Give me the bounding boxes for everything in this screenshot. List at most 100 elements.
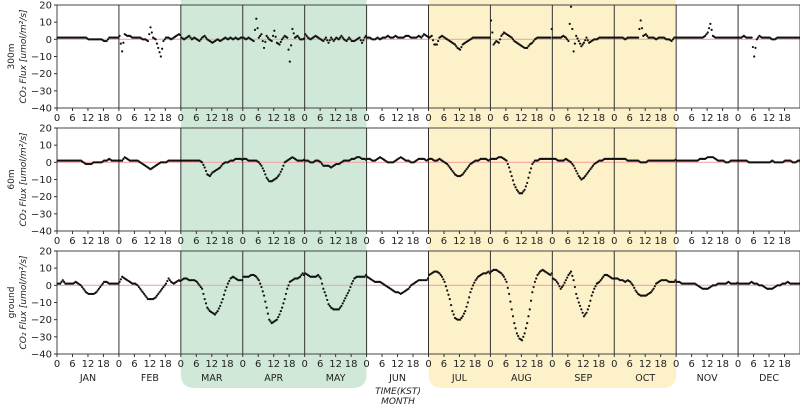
data-point bbox=[305, 34, 308, 38]
data-point bbox=[222, 293, 226, 296]
data-point bbox=[437, 39, 440, 43]
data-point bbox=[571, 162, 574, 166]
x-tick-label: 6 bbox=[750, 113, 756, 124]
data-point bbox=[466, 166, 469, 169]
data-point bbox=[96, 289, 99, 292]
data-point bbox=[167, 277, 170, 280]
x-tick-label: 12 bbox=[391, 236, 404, 247]
data-point bbox=[349, 285, 352, 289]
data-point bbox=[593, 287, 596, 290]
data-point bbox=[328, 304, 331, 308]
data-point bbox=[287, 48, 290, 51]
x-tick-label: 12 bbox=[205, 236, 218, 247]
data-point bbox=[163, 38, 166, 41]
data-point bbox=[141, 291, 144, 294]
data-point bbox=[582, 315, 586, 318]
data-point bbox=[220, 164, 223, 167]
x-tick-label: 0 bbox=[116, 236, 122, 247]
data-point bbox=[265, 34, 268, 38]
data-point bbox=[122, 41, 125, 44]
data-point bbox=[531, 41, 534, 44]
data-point bbox=[571, 27, 574, 31]
x-tick-label: 6 bbox=[193, 359, 199, 370]
x-tick-label: 0 bbox=[240, 359, 246, 370]
x-tick-label: 12 bbox=[267, 113, 280, 124]
data-point bbox=[630, 282, 633, 285]
x-tick-label: 12 bbox=[701, 113, 714, 124]
data-point bbox=[221, 297, 224, 301]
data-point bbox=[346, 291, 349, 295]
data-point bbox=[60, 280, 63, 283]
data-point bbox=[323, 291, 326, 294]
data-point bbox=[282, 36, 285, 39]
data-point bbox=[326, 298, 329, 302]
data-point bbox=[590, 294, 593, 297]
data-point bbox=[462, 312, 466, 315]
x-tick-label: 12 bbox=[453, 236, 466, 247]
data-point bbox=[438, 272, 441, 275]
data-point bbox=[575, 292, 578, 296]
x-tick-label: 18 bbox=[716, 113, 729, 124]
data-point bbox=[97, 287, 101, 290]
x-tick-label: 6 bbox=[131, 113, 137, 124]
data-point bbox=[144, 294, 147, 297]
data-point bbox=[709, 22, 712, 25]
x-tick-label: 18 bbox=[159, 236, 172, 247]
data-point bbox=[452, 171, 455, 174]
data-point bbox=[446, 289, 449, 292]
data-point bbox=[265, 176, 268, 179]
data-point bbox=[447, 164, 450, 167]
data-point bbox=[121, 159, 124, 162]
data-point bbox=[217, 307, 220, 310]
data-point bbox=[256, 277, 259, 280]
x-tick-label: 12 bbox=[144, 113, 157, 124]
data-point bbox=[569, 5, 573, 8]
data-point bbox=[633, 286, 636, 290]
data-point bbox=[264, 173, 267, 176]
x-tick-label: 12 bbox=[267, 359, 280, 370]
x-tick-label: 12 bbox=[577, 359, 590, 370]
data-point bbox=[154, 38, 157, 41]
x-tick-label: 6 bbox=[688, 113, 694, 124]
x-tick-label: 18 bbox=[530, 359, 543, 370]
data-point bbox=[359, 39, 362, 42]
data-point bbox=[304, 33, 307, 36]
data-point bbox=[333, 38, 337, 41]
data-point bbox=[262, 294, 266, 297]
data-point bbox=[584, 174, 587, 178]
x-tick-label: 6 bbox=[193, 236, 199, 247]
data-point bbox=[340, 34, 343, 38]
data-point bbox=[514, 327, 517, 330]
data-point bbox=[566, 276, 569, 279]
month-label: APR bbox=[264, 373, 283, 384]
data-point bbox=[83, 289, 86, 292]
y-axis-label: CO₂ Flux [umol/m²/s] bbox=[19, 255, 29, 350]
data-point bbox=[268, 318, 271, 321]
y-tick-label: 0 bbox=[46, 281, 52, 292]
data-point bbox=[224, 289, 227, 292]
x-tick-label: 12 bbox=[701, 236, 714, 247]
data-point bbox=[261, 290, 264, 293]
x-tick-label: 18 bbox=[716, 359, 729, 370]
data-point bbox=[61, 279, 64, 282]
x-tick-label: 6 bbox=[688, 359, 694, 370]
x-axis-label-month: MONTH bbox=[381, 397, 415, 407]
data-point bbox=[473, 281, 476, 284]
data-point bbox=[157, 292, 160, 296]
data-point bbox=[279, 40, 282, 44]
data-point bbox=[136, 284, 139, 287]
x-tick-label: 0 bbox=[673, 236, 679, 247]
x-tick-label: 12 bbox=[391, 113, 404, 124]
data-point bbox=[560, 285, 564, 289]
y-tick-label: 20 bbox=[39, 1, 52, 12]
x-tick-label: 18 bbox=[407, 359, 420, 370]
month-label: MAR bbox=[201, 373, 223, 384]
data-point bbox=[442, 278, 445, 281]
data-point bbox=[284, 292, 288, 296]
data-point bbox=[255, 17, 258, 20]
data-point bbox=[674, 279, 677, 282]
data-point bbox=[261, 39, 264, 43]
data-point bbox=[634, 289, 637, 292]
data-point bbox=[528, 308, 531, 311]
